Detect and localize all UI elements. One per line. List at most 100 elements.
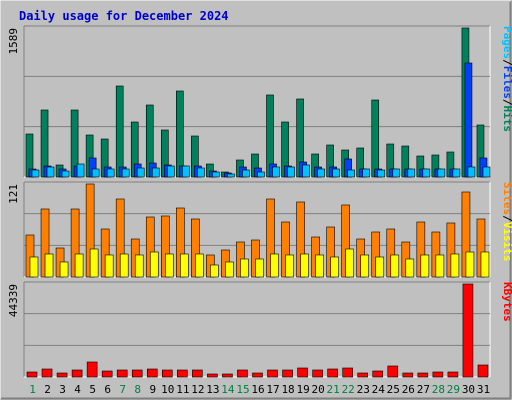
bar-kbytes-day-1 bbox=[26, 371, 38, 378]
bar-kbytes-day-29 bbox=[447, 371, 459, 378]
bar-pages-day-17 bbox=[272, 166, 280, 178]
bar-kbytes-day-3 bbox=[56, 372, 68, 378]
bar-sites-day-13 bbox=[210, 264, 219, 278]
bar-pages-day-13 bbox=[212, 171, 220, 178]
x-label-day-6: 6 bbox=[104, 383, 111, 396]
bar-kbytes-day-17 bbox=[267, 369, 278, 378]
bar-sites-day-25 bbox=[390, 254, 400, 278]
x-label-day-13: 13 bbox=[206, 383, 219, 396]
bar-kbytes-day-26 bbox=[402, 372, 414, 378]
bar-kbytes-day-28 bbox=[432, 371, 444, 378]
x-axis-day-labels: 1 2 3 4 5 6 7 8 9 10 11 12 13 14 15 16 17 18 19 20 21 22 23 24 2… bbox=[29, 383, 490, 396]
bar-hits-day-24 bbox=[371, 99, 380, 178]
bar-hits-day-11 bbox=[176, 90, 184, 178]
bar-pages-day-21 bbox=[332, 168, 340, 178]
bar-sites-day-18 bbox=[285, 254, 294, 278]
bar-pages-day-29 bbox=[452, 168, 461, 178]
legend-entry-requests-1: / bbox=[501, 59, 512, 66]
bar-kbytes-day-15 bbox=[237, 369, 248, 378]
x-label-day-10: 10 bbox=[161, 383, 174, 396]
bar-pages-day-28 bbox=[437, 168, 446, 178]
bar-sites-day-31 bbox=[480, 251, 490, 278]
bar-kbytes-day-21 bbox=[327, 368, 338, 378]
x-label-day-7: 7 bbox=[119, 383, 126, 396]
x-label-day-5: 5 bbox=[89, 383, 96, 396]
bar-kbytes-day-30 bbox=[462, 283, 474, 378]
bar-kbytes-day-23 bbox=[357, 372, 369, 378]
x-label-day-26: 26 bbox=[402, 383, 415, 396]
bar-kbytes-day-10 bbox=[161, 369, 173, 378]
bar-kbytes-day-22 bbox=[342, 367, 353, 378]
bar-sites-day-3 bbox=[59, 261, 69, 278]
x-label-day-4: 4 bbox=[74, 383, 81, 396]
legend-entry-visits-0: Sites bbox=[501, 182, 512, 215]
x-label-day-20: 20 bbox=[312, 383, 325, 396]
bar-sites-day-2 bbox=[44, 253, 54, 278]
x-label-day-28: 28 bbox=[432, 383, 445, 396]
bar-kbytes-day-6 bbox=[101, 370, 113, 378]
bar-sites-day-4 bbox=[74, 253, 84, 278]
bar-kbytes-day-31 bbox=[477, 364, 489, 378]
bar-pages-day-24 bbox=[377, 169, 386, 178]
bar-pages-day-4 bbox=[76, 163, 85, 178]
bar-sites-day-28 bbox=[435, 254, 445, 278]
bar-kbytes-day-4 bbox=[71, 369, 83, 378]
bar-pages-day-2 bbox=[46, 166, 55, 178]
plot-area-kbytes bbox=[24, 282, 490, 377]
bar-pages-day-19 bbox=[302, 164, 310, 178]
x-label-day-2: 2 bbox=[44, 383, 51, 396]
y-max-label-visits: 121 bbox=[7, 184, 20, 204]
bar-pages-day-23 bbox=[362, 168, 371, 178]
bar-kbytes-day-14 bbox=[222, 373, 233, 378]
x-label-day-16: 16 bbox=[251, 383, 264, 396]
bar-sites-day-6 bbox=[104, 254, 114, 278]
bar-sites-day-30 bbox=[465, 251, 475, 278]
x-label-day-21: 21 bbox=[327, 383, 340, 396]
bar-sites-day-8 bbox=[134, 254, 144, 278]
legend-entry-visits-1: / bbox=[501, 215, 512, 222]
panel-kbytes: 44339 KBytes bbox=[7, 281, 512, 378]
bar-sites-day-9 bbox=[149, 251, 159, 278]
bar-sites-day-23 bbox=[360, 254, 370, 278]
bar-sites-day-21 bbox=[330, 256, 339, 278]
x-label-day-31: 31 bbox=[477, 383, 490, 396]
bar-sites-day-11 bbox=[180, 253, 189, 278]
bar-kbytes-day-5 bbox=[86, 361, 98, 378]
bar-sites-day-29 bbox=[450, 253, 460, 278]
x-label-day-3: 3 bbox=[59, 383, 66, 396]
bar-pages-day-6 bbox=[106, 168, 115, 178]
legend-requests: Pages/Files/Hits bbox=[501, 26, 512, 132]
legend-kbytes: KBytes bbox=[501, 282, 512, 322]
x-label-day-17: 17 bbox=[266, 383, 279, 396]
bar-kbytes-day-19 bbox=[297, 367, 308, 378]
x-label-day-29: 29 bbox=[447, 383, 460, 396]
bar-pages-day-5 bbox=[91, 168, 100, 178]
bar-kbytes-day-20 bbox=[312, 369, 323, 378]
legend-entry-requests-2: Files bbox=[501, 66, 512, 99]
bar-pages-day-11 bbox=[182, 165, 190, 178]
bar-pages-day-15 bbox=[242, 169, 250, 178]
bar-pages-day-30 bbox=[467, 166, 476, 178]
x-label-day-24: 24 bbox=[372, 383, 386, 396]
y-max-label-kbytes: 44339 bbox=[7, 284, 20, 317]
bar-sites-day-27 bbox=[420, 254, 430, 278]
bar-sites-day-19 bbox=[300, 253, 309, 278]
bar-kbytes-day-18 bbox=[282, 369, 293, 378]
panel-requests: 1589 Pages/Files/Hits bbox=[7, 25, 512, 178]
legend-entry-requests-0: Pages bbox=[501, 26, 512, 59]
bar-pages-day-22 bbox=[347, 169, 355, 178]
bar-pages-day-31 bbox=[482, 166, 491, 178]
bar-files-day-30 bbox=[464, 62, 473, 178]
y-max-label-requests: 1589 bbox=[7, 28, 20, 55]
bar-pages-day-8 bbox=[136, 167, 145, 178]
bar-sites-day-10 bbox=[164, 253, 174, 278]
bar-sites-day-15 bbox=[240, 258, 249, 278]
bar-sites-day-22 bbox=[345, 248, 354, 278]
x-label-day-18: 18 bbox=[281, 383, 294, 396]
bar-kbytes-day-9 bbox=[146, 368, 158, 378]
bar-pages-day-14 bbox=[227, 173, 235, 178]
bar-pages-day-1 bbox=[31, 169, 40, 178]
bar-pages-day-26 bbox=[407, 168, 416, 178]
bar-pages-day-20 bbox=[317, 168, 325, 178]
